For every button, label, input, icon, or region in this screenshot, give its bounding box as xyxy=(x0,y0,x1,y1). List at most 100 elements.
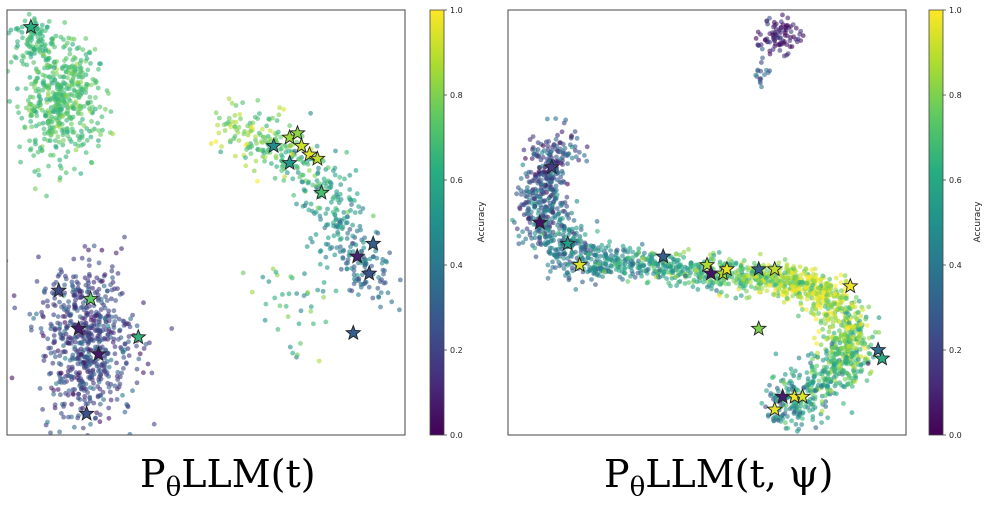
scatter-point xyxy=(555,212,561,217)
scatter-point xyxy=(809,285,815,291)
scatter-point xyxy=(568,135,574,141)
star-marker xyxy=(50,281,68,298)
scatter-point xyxy=(34,279,40,284)
scatter-point xyxy=(314,178,320,184)
scatter-point xyxy=(379,260,385,266)
scatter-point xyxy=(855,369,861,374)
scatter-point xyxy=(31,103,37,109)
scatter-point xyxy=(630,271,636,277)
scatter-point xyxy=(315,170,321,175)
scatter-point xyxy=(332,252,338,258)
scatter-point xyxy=(109,264,115,269)
scatter-point xyxy=(334,245,340,251)
scatter-point xyxy=(553,136,559,142)
scatter-point xyxy=(78,57,84,63)
scatter-point xyxy=(33,141,38,147)
scatter-point xyxy=(106,308,112,314)
scatter-point xyxy=(308,304,314,310)
scatter-point xyxy=(753,36,759,41)
scatter-point xyxy=(53,145,59,150)
scatter-point xyxy=(112,351,118,357)
scatter-point xyxy=(370,295,376,301)
scatter-point xyxy=(797,294,803,299)
scatter-point xyxy=(93,106,98,112)
scatter-point xyxy=(349,202,354,207)
scatter-point xyxy=(745,267,751,273)
scatter-point xyxy=(77,106,82,112)
scatter-point xyxy=(311,321,316,327)
scatter-point xyxy=(608,248,613,254)
scatter-point xyxy=(31,46,37,52)
scatter-point xyxy=(551,252,557,257)
scatter-point xyxy=(35,75,40,81)
scatter-point xyxy=(353,242,359,248)
scatter-point xyxy=(524,194,530,200)
scatter-point xyxy=(65,40,70,46)
scatter-point xyxy=(694,262,700,268)
scatter-point xyxy=(759,46,765,52)
scatter-point xyxy=(819,408,825,414)
scatter-point xyxy=(540,143,546,149)
scatter-point xyxy=(106,91,111,96)
scatter-point xyxy=(313,209,319,215)
scatter-point xyxy=(136,356,142,362)
scatter-point xyxy=(59,411,64,416)
scatter-point xyxy=(65,111,71,116)
scatter-point xyxy=(660,273,666,279)
scatter-point xyxy=(57,429,62,435)
scatter-point xyxy=(361,245,367,251)
scatter-point xyxy=(544,116,550,122)
scatter-point xyxy=(593,252,599,258)
scatter-point xyxy=(808,360,813,366)
scatter-point xyxy=(361,240,366,245)
scatter-point xyxy=(316,165,321,171)
scatter-point xyxy=(40,300,46,305)
scatter-point xyxy=(71,322,77,327)
scatter-point xyxy=(42,136,47,142)
scatter-point xyxy=(527,220,533,226)
scatter-point xyxy=(15,39,20,45)
scatter-point xyxy=(88,134,94,140)
scatter-point xyxy=(765,268,770,274)
scatter-point xyxy=(112,319,118,324)
scatter-point xyxy=(730,262,735,268)
scatter-point xyxy=(236,138,242,143)
scatter-point xyxy=(676,279,681,285)
scatter-point xyxy=(815,350,820,356)
scatter-point xyxy=(32,186,38,192)
scatter-point xyxy=(66,364,72,370)
scatter-point xyxy=(665,269,670,275)
scatter-point xyxy=(75,395,81,401)
scatter-point xyxy=(97,386,103,392)
caption-left-base: P xyxy=(140,452,166,496)
scatter-point xyxy=(742,274,747,280)
scatter-point xyxy=(40,407,45,412)
scatter-point xyxy=(62,380,67,385)
scatter-point xyxy=(620,253,625,259)
scatter-point xyxy=(612,255,618,260)
scatter-point xyxy=(812,394,818,400)
scatter-point xyxy=(91,371,97,377)
scatter-point xyxy=(55,273,61,279)
scatter-point xyxy=(68,115,74,121)
scatter-point xyxy=(565,181,570,187)
scatter-point xyxy=(102,355,108,361)
scatter-point xyxy=(553,116,559,121)
scatter-point xyxy=(275,327,281,332)
colorbar-ticks-right: 0.0 0.2 0.4 0.6 0.8 1.0 xyxy=(943,6,962,440)
colorbar-ticks-left: 0.0 0.2 0.4 0.6 0.8 1.0 xyxy=(444,6,463,440)
scatter-point xyxy=(818,342,824,348)
caption-right: PθLLM(t, ψ) xyxy=(604,452,834,503)
scatter-point xyxy=(128,316,134,322)
scatter-point xyxy=(673,252,679,257)
scatter-point xyxy=(738,263,744,268)
scatter-point xyxy=(67,136,73,142)
scatter-point xyxy=(27,75,33,80)
scatter-point xyxy=(783,420,788,426)
scatter-point xyxy=(300,179,305,185)
scatter-point xyxy=(553,183,559,189)
scatter-point xyxy=(868,342,874,348)
scatter-point xyxy=(38,326,44,331)
scatter-point xyxy=(856,357,861,362)
scatter-point xyxy=(52,326,58,331)
